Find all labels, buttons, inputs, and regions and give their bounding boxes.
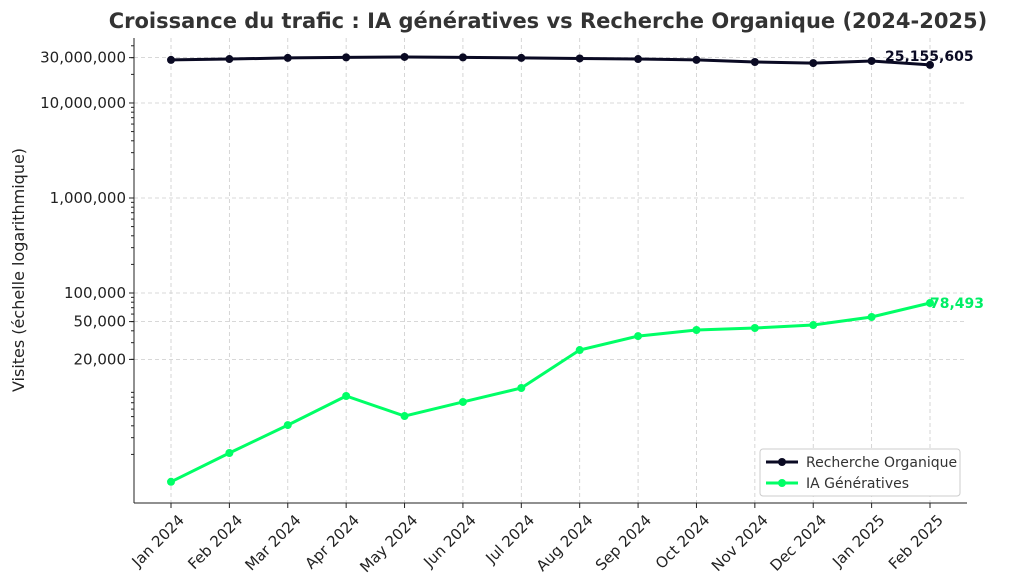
data-point — [575, 54, 584, 63]
data-point — [634, 332, 643, 341]
data-point — [926, 298, 934, 307]
x-tick-label: Apr 2024 — [302, 511, 363, 572]
x-tick-label: Oct 2024 — [652, 511, 713, 572]
x-tick-label: Mar 2024 — [241, 511, 304, 574]
x-tick-label: Jul 2024 — [482, 511, 539, 568]
data-point — [225, 55, 234, 64]
series-line-organique — [170, 55, 931, 67]
data-point — [458, 53, 467, 62]
legend: Recherche Organique IA Génératives — [759, 448, 961, 497]
y-tick-label: 10,000,000 — [40, 94, 126, 112]
data-point — [926, 60, 934, 69]
data-point — [867, 56, 876, 65]
data-point — [342, 391, 351, 400]
x-tick-label: Nov 2024 — [708, 511, 772, 575]
data-point — [750, 57, 759, 66]
data-point — [692, 55, 701, 64]
x-tick-label: Dec 2024 — [766, 511, 830, 575]
legend-label-organique: Recherche Organique — [806, 455, 957, 471]
y-tick-label: 50,000 — [74, 313, 127, 331]
x-tick-label: Feb 2024 — [184, 511, 246, 573]
data-point — [400, 52, 409, 61]
data-point — [517, 53, 526, 62]
data-point — [283, 421, 292, 430]
x-tick-label: Jun 2024 — [419, 511, 479, 571]
x-tick-label: May 2024 — [356, 511, 421, 576]
x-tick-label: Feb 2025 — [885, 511, 947, 573]
y-axis-label: Visites (échelle logarithmique) — [9, 148, 28, 392]
data-point — [750, 324, 759, 333]
data-point — [167, 477, 175, 486]
data-point — [575, 346, 584, 355]
y-tick-label: 30,000,000 — [40, 49, 126, 67]
data-point — [342, 53, 351, 62]
data-point — [867, 312, 876, 321]
x-tick-label: Jan 2024 — [128, 511, 188, 571]
data-point — [634, 55, 643, 64]
data-point — [225, 448, 234, 457]
legend-label-ia: IA Génératives — [806, 476, 909, 492]
data-point — [517, 384, 526, 393]
data-point — [692, 325, 701, 334]
end-value-label: 78,493 — [930, 296, 984, 312]
data-point — [283, 53, 292, 62]
data-point — [458, 397, 467, 406]
x-tick-label: Aug 2024 — [533, 511, 597, 575]
y-tick-label: 100,000 — [64, 284, 126, 302]
end-value-label: 25,155,605 — [885, 49, 974, 65]
x-tick-label: Sep 2024 — [592, 511, 655, 574]
chart-title: Croissance du trafic : IA génératives vs… — [109, 9, 988, 33]
data-point — [167, 55, 175, 64]
y-tick-label: 20,000 — [74, 350, 127, 368]
series-line-ia — [170, 301, 931, 484]
x-tick-label: Jan 2025 — [828, 511, 888, 571]
data-point — [809, 59, 818, 68]
y-tick-label: 1,000,000 — [50, 189, 126, 207]
data-point — [809, 321, 818, 330]
data-point — [400, 412, 409, 421]
